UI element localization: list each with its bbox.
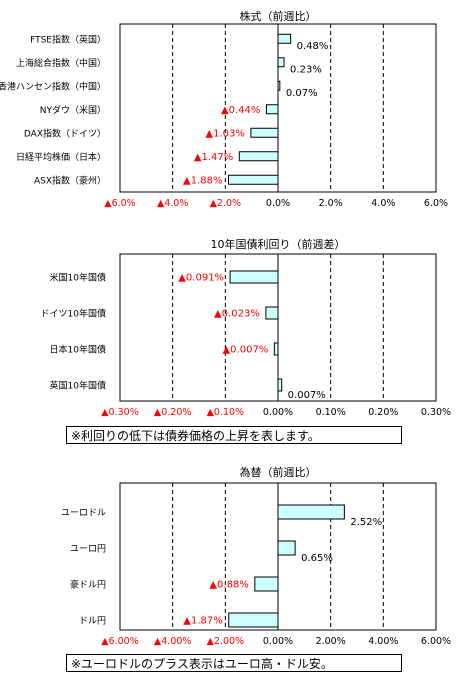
chart-1-tick-label: 0.20%	[368, 407, 398, 418]
chart-0-bar	[238, 151, 279, 162]
chart-0-bar	[277, 80, 281, 91]
chart-2-tick-label: 0.00%	[263, 636, 293, 647]
chart-0-data-label: ▲0.44%	[221, 105, 260, 116]
chart-1-title: 10年国債利回り（前週差）	[211, 237, 346, 251]
chart-1-tick-label: 0.30%	[421, 407, 451, 418]
chart-2-bar	[228, 612, 279, 628]
chart-0-category-label: 日経平均株価（日本）	[16, 151, 106, 163]
chart-2-bar	[277, 540, 296, 556]
chart-2-title: 為替（前週比）	[240, 465, 317, 479]
chart-2-tick-label: ▲2.00%	[207, 636, 245, 647]
chart-0-data-label: 0.23%	[290, 64, 322, 75]
chart-0-data-label: ▲1.03%	[205, 128, 244, 139]
chart-0-category-label: NYダウ（米国）	[40, 104, 106, 116]
chart-1-data-label: ▲0.091%	[178, 273, 224, 284]
chart-2-data-label: 2.52%	[350, 517, 382, 528]
chart-0-tick-label: 0.0%	[266, 198, 290, 209]
chart-2-category-label: ドル円	[79, 616, 106, 627]
chart-0-data-label: ▲1.88%	[183, 175, 222, 186]
chart-0-tick-label: ▲2.0%	[210, 198, 241, 209]
chart-1-data-label: 0.007%	[288, 390, 326, 401]
chart-1-data-label: ▲0.023%	[214, 309, 260, 320]
chart-2-bar	[254, 576, 279, 592]
chart-1-bar	[229, 270, 279, 284]
fx-note: ※ユーロドルのプラス表示はユーロ高・ドル安。	[66, 654, 402, 672]
chart-0-data-label: ▲1.47%	[194, 152, 233, 163]
chart-0-bar	[277, 33, 292, 44]
chart-0-category-label: DAX指数（ドイツ）	[24, 127, 106, 139]
chart-1-category-label: 米国10年国債	[50, 272, 106, 284]
chart-1-bar	[273, 342, 279, 356]
chart-2-tick-label: ▲6.00%	[101, 636, 139, 647]
chart-0-bar	[265, 104, 279, 115]
chart-0-tick-label: 4.0%	[371, 198, 395, 209]
chart-0-data-label: 0.48%	[297, 41, 329, 52]
chart-0-tick-label: ▲6.0%	[104, 198, 135, 209]
chart-0-category-label: 上海総合指数（中国）	[16, 57, 106, 69]
chart-0-bar	[277, 57, 285, 68]
chart-1-category-label: 日本10年国債	[50, 344, 106, 356]
chart-0-title: 株式（前週比）	[240, 9, 317, 23]
chart-0-bar	[250, 127, 279, 138]
chart-2-category-label: ユーロ円	[70, 544, 106, 555]
chart-2-tick-label: ▲4.00%	[154, 636, 192, 647]
chart-1-bar	[277, 378, 283, 392]
chart-0-category-label: FTSE指数（英国）	[30, 33, 106, 45]
chart-1-data-label: ▲0.007%	[222, 345, 268, 356]
chart-1-bar	[265, 306, 279, 320]
chart-2-data-label: ▲1.87%	[183, 616, 222, 627]
chart-2-tick-label: 4.00%	[368, 636, 398, 647]
chart-0-category-label: 香港ハンセン指数（中国）	[0, 80, 106, 92]
chart-2-tick-label: 6.00%	[421, 636, 451, 647]
chart-2-bar	[277, 504, 345, 520]
chart-2-category-label: ユーロドル	[61, 509, 106, 519]
chart-1-category-label: 英国10年国債	[50, 380, 106, 392]
chart-1-tick-label: 0.10%	[316, 407, 346, 418]
chart-2-data-label: ▲0.88%	[209, 580, 248, 591]
chart-2-category-label: 豪ドル円	[70, 579, 106, 591]
yield-note: ※利回りの低下は債券価格の上昇を表します。	[66, 426, 402, 444]
chart-0-data-label: 0.07%	[286, 88, 318, 99]
chart-1-tick-label: ▲0.30%	[101, 407, 139, 418]
chart-0-bar	[227, 174, 279, 185]
chart-1-tick-label: ▲0.20%	[154, 407, 192, 418]
chart-0-tick-label: 6.0%	[424, 198, 448, 209]
chart-1-tick-label: ▲0.10%	[207, 407, 245, 418]
chart-0-tick-label: ▲4.0%	[157, 198, 188, 209]
chart-2-tick-label: 2.00%	[316, 636, 346, 647]
chart-1-category-label: ドイツ10年国債	[41, 308, 106, 320]
chart-2-data-label: 0.65%	[301, 553, 333, 564]
chart-0-category-label: ASX指数（豪州）	[34, 174, 106, 186]
chart-0-tick-label: 2.0%	[319, 198, 343, 209]
chart-1-tick-label: 0.00%	[263, 407, 293, 418]
